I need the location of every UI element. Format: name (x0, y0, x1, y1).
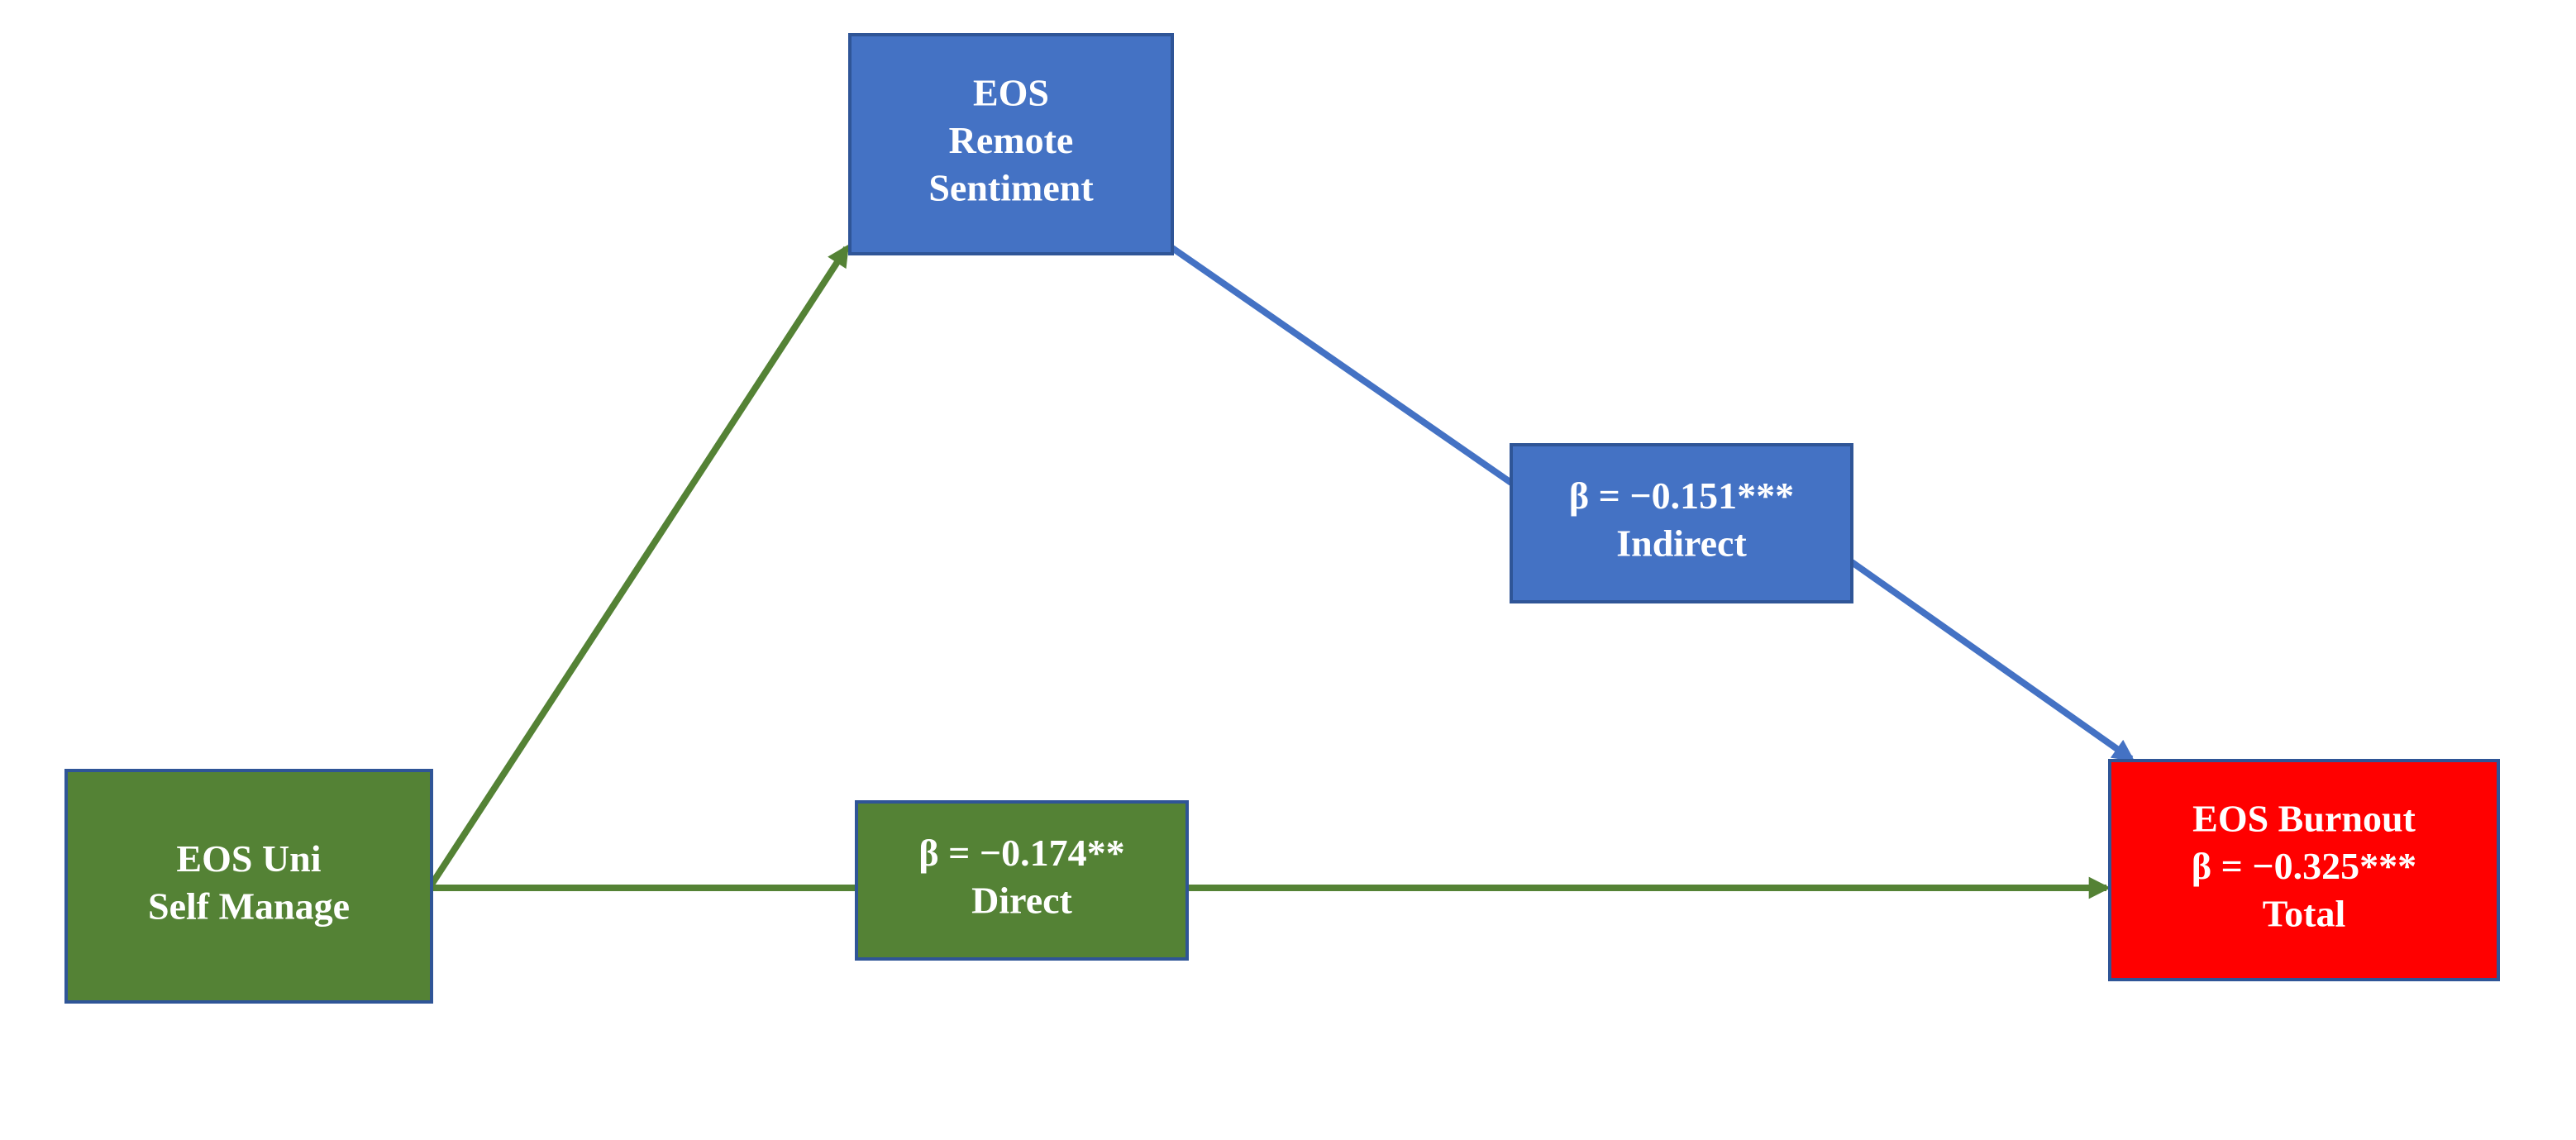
node-burnout-line-2: Total (2263, 893, 2346, 935)
node-direct-line-0: β = −0.174** (918, 832, 1124, 874)
edge-self_manage-remote_sentiment (432, 248, 847, 885)
edge-remote_sentiment-indirect_anchor (1172, 248, 1511, 483)
node-burnout: EOS Burnout β = −0.325*** Total (2110, 761, 2498, 980)
node-direct-line-1: Direct (971, 879, 1072, 921)
node-self_manage: EOS Uni Self Manage (66, 770, 432, 1002)
node-remote_sentiment: EOS Remote Sentiment (850, 35, 1172, 254)
node-indirect-line-0: β = −0.151*** (1569, 475, 1794, 517)
node-self_manage-line-0: EOS Uni (176, 837, 321, 880)
node-burnout-line-0: EOS Burnout (2192, 798, 2416, 840)
node-remote_sentiment-line-0: EOS (973, 72, 1049, 114)
node-remote_sentiment-line-1: Remote (949, 119, 1074, 161)
node-burnout-line-1: β = −0.325*** (2192, 845, 2416, 887)
edge-indirect_anchor-burnout_top (1852, 562, 2131, 759)
node-self_manage-line-1: Self Manage (148, 885, 350, 927)
node-direct: β = −0.174** Direct (856, 802, 1187, 959)
node-indirect: β = −0.151*** Indirect (1511, 445, 1852, 602)
mediation-diagram: EOS Uni Self Manage EOS Remote Sentiment β = … (0, 0, 2576, 1140)
node-indirect-line-1: Indirect (1616, 522, 1747, 564)
node-remote_sentiment-line-2: Sentiment (928, 167, 1094, 209)
